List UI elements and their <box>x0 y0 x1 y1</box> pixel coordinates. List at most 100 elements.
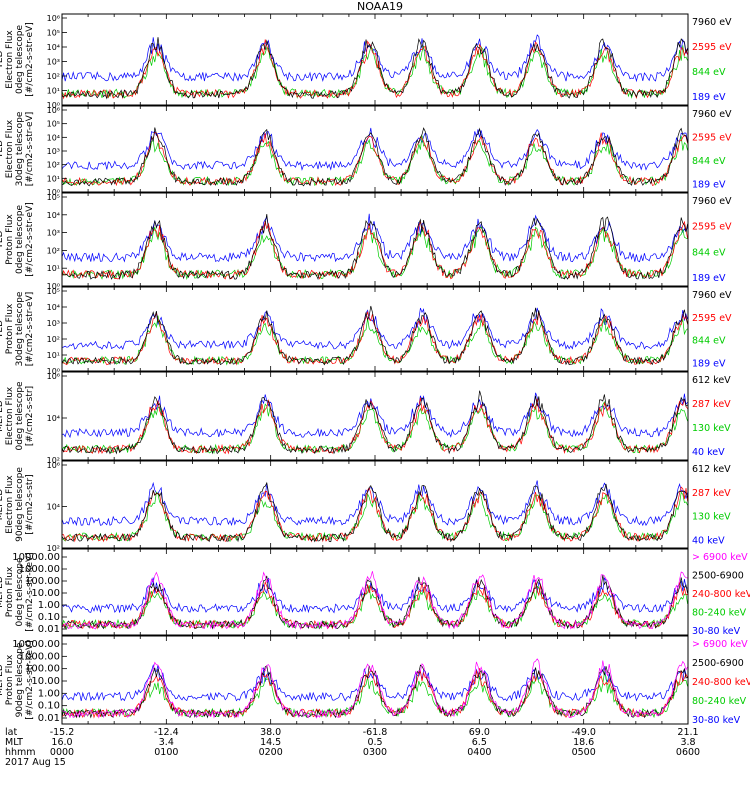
y-tick-label: 10.00 <box>31 588 60 599</box>
y-tick-label: 1000.00 <box>19 651 60 662</box>
legend-item: 612 keV <box>692 375 731 386</box>
y-tick-label: 0.01 <box>38 624 60 635</box>
panel-8-frame <box>61 635 689 725</box>
panel-7-ylabel: MEPED Proton Flux 0deg telescope [#/cm2-s-s… <box>0 552 35 631</box>
y-tick-label: 10¹ <box>47 87 60 96</box>
series-189-ev-line <box>61 307 688 350</box>
panel-4: 10⁰ 10¹ 10² 10³ 10⁴ 10⁵ TED Proton Flux 30deg te… <box>0 286 732 376</box>
y-tick-label: 10¹ <box>47 174 60 183</box>
y-tick-label: 100.00 <box>25 664 60 675</box>
y-tick-label: 10⁴ <box>47 414 60 423</box>
legend-item: 2595 eV <box>692 42 732 53</box>
legend-item: 40 keV <box>692 535 725 546</box>
series--6900-kev-line <box>61 571 688 630</box>
legend-item: 2595 eV <box>692 222 732 233</box>
y-tick-label: 10⁶ <box>47 14 60 23</box>
ylabel-line: Proton Flux <box>5 214 15 265</box>
legend-item: 189 eV <box>692 273 726 284</box>
y-tick-label: 10⁵ <box>47 29 60 38</box>
panel-5-ylabel: MEPED Electron Flux 0deg telescope [#/cm2-s… <box>0 381 35 451</box>
x-row-value: 18.6 <box>573 737 594 748</box>
legend-item: 844 eV <box>692 67 726 78</box>
date-label: 2017 Aug 15 <box>5 757 66 768</box>
ylabel-line: MEPED <box>0 664 5 696</box>
y-tick-label: 10² <box>47 161 60 170</box>
x-row-value: 3.8 <box>680 737 695 748</box>
ylabel-line: Proton Flux <box>5 566 15 617</box>
y-tick-label: 10² <box>47 456 60 465</box>
panel-6-traces <box>61 480 688 543</box>
panel-2-traces <box>61 127 688 187</box>
x-row-value: 38.0 <box>260 727 281 738</box>
series-2595-ev-line <box>61 220 688 280</box>
x-row-value: 0000 <box>50 747 74 758</box>
x-row-value: 0100 <box>154 747 178 758</box>
y-tick-label: 0.10 <box>38 701 60 712</box>
legend-item: 189 eV <box>692 358 726 369</box>
y-tick-label: 10⁰ <box>47 188 60 197</box>
legend-item: 7960 eV <box>692 290 732 301</box>
y-tick-label: 10² <box>47 72 60 81</box>
panel-2: 10⁰ 10¹ 10² 10³ 10⁴ 10⁵ 10⁶ TED Electron Flux 30d… <box>0 105 732 197</box>
legend-item: 7960 eV <box>692 109 732 120</box>
panel-6: 10² 10⁴ 10⁶ MEPED Electron Flux 90deg telesco… <box>0 460 731 553</box>
x-axis-labels: lat -15.2 -12.4 38.0 -61.8 69.0 -49.0 21.1 MLT 16… <box>5 727 700 768</box>
x-row-value: -12.4 <box>154 727 179 738</box>
y-tick-label: 10⁵ <box>47 287 60 296</box>
y-tick-label: 10² <box>47 335 60 344</box>
series-240-800-kev-line <box>61 668 688 719</box>
series-844-ev-line <box>61 226 688 281</box>
ylabel-line: 0deg telescope <box>15 381 25 451</box>
legend-item: 30-80 keV <box>692 626 741 637</box>
legend-item: 2500-6900 <box>692 658 744 669</box>
panel-1-traces <box>61 34 688 100</box>
series-189-ev-line <box>61 213 688 263</box>
legend-item: 287 keV <box>692 488 731 499</box>
ylabel-line: MEPED <box>0 576 5 608</box>
x-row-value: 0400 <box>467 747 491 758</box>
x-row-value: 0600 <box>676 747 700 758</box>
y-tick-label: 10³ <box>47 58 60 67</box>
y-tick-label: 10⁶ <box>47 372 60 381</box>
series-7960-ev-line <box>61 213 688 281</box>
y-tick-label: 0.10 <box>38 612 60 623</box>
series-7960-ev-line <box>61 37 688 100</box>
legend-item: 240-800 keV <box>692 677 750 688</box>
y-tick-label: 10⁵ <box>47 120 60 129</box>
ylabel-line: Proton Flux <box>5 654 15 705</box>
figure-title: NOAA19 <box>357 0 403 13</box>
ylabel-line: Proton Flux <box>5 303 15 354</box>
panel-8: 10000.001000.00100.0010.001.000.100.01ME… <box>0 635 750 726</box>
ylabel-line: TED <box>0 230 5 249</box>
ylabel-line: 90deg telescope <box>15 642 25 717</box>
series-189-ev-line <box>61 34 688 83</box>
ylabel-line: Electron Flux <box>5 386 15 445</box>
y-tick-label: 10⁰ <box>47 101 60 110</box>
ylabel-line: Electron Flux <box>5 119 15 178</box>
panel-1: 10⁰ 10¹ 10² 10³ 10⁴ 10⁵ 10⁶ TED Electron Flux 0de… <box>0 13 732 110</box>
series-2500-6900-line <box>61 575 688 630</box>
y-tick-label: 10⁴ <box>47 211 60 220</box>
x-row-value: -61.8 <box>363 727 388 738</box>
legend-item: 130 keV <box>692 423 731 434</box>
panel-3: 10⁰ 10¹ 10² 10³ 10⁴ 10⁵ TED Proton Flux 0deg tel… <box>0 192 732 291</box>
y-tick-label: 100.00 <box>25 576 60 587</box>
ylabel-line: TED <box>0 140 5 159</box>
ylabel-line: 30deg telescope <box>15 111 25 186</box>
x-row-value: 21.1 <box>677 727 698 738</box>
legend-item: 844 eV <box>692 156 726 167</box>
ylabel-line: [#/cm2-s-str] <box>25 474 35 534</box>
y-tick-label: 10² <box>47 544 60 553</box>
series--6900-kev-line <box>61 658 688 719</box>
panel-5-traces <box>61 390 688 455</box>
ylabel-line: 0deg telescope <box>15 557 25 627</box>
series-7960-ev-line <box>61 305 688 366</box>
ylabel-line: TED <box>0 50 5 69</box>
y-tick-label: 10³ <box>47 229 60 238</box>
series-2500-6900-line <box>61 664 688 719</box>
ylabel-line: TED <box>0 320 5 339</box>
y-tick-label: 10⁴ <box>47 43 60 52</box>
legend-item: 2595 eV <box>692 313 732 324</box>
